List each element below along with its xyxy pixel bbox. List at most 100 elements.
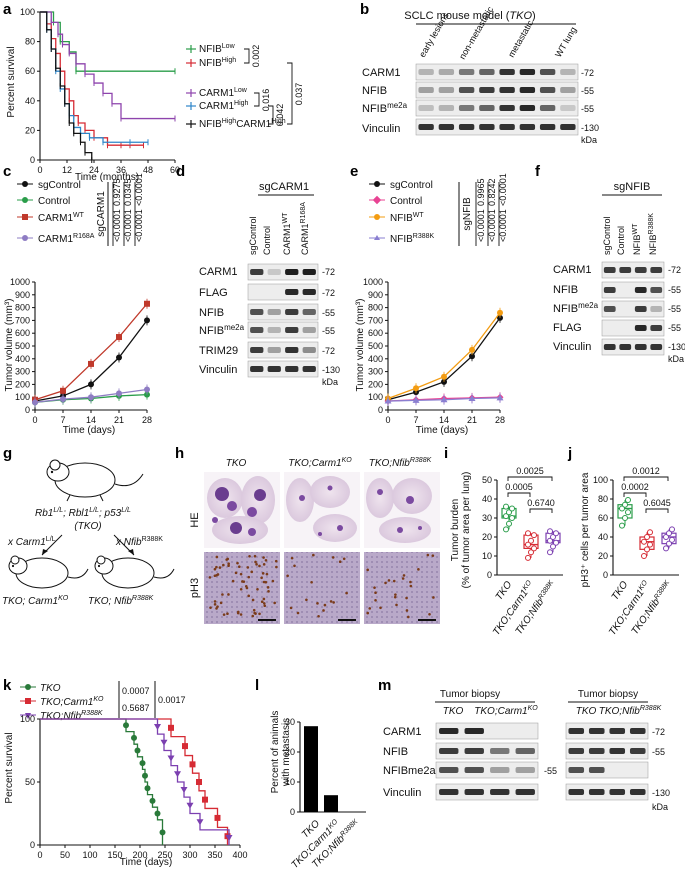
d-band [285,269,299,275]
mouse-icon-carm1ko [8,555,89,589]
k-x-tick-label: 200 [132,850,147,860]
panel-label-b: b [360,1,369,18]
f-kda: kDa [668,354,684,364]
k-x-tick-label: 0 [37,850,42,860]
ph3-positive-cell [323,603,327,607]
k-pvalue-3: 0.0017 [158,695,186,705]
c-pvalue-1: <0.0001 [112,209,122,242]
f-band [603,344,616,350]
m-row-1: CARM1 [383,726,422,738]
g-cross2: x NfibR388K [115,536,163,548]
l-bar-2 [324,795,338,812]
ph3-positive-cell [261,572,265,575]
k-point [134,747,141,754]
b-band [458,124,475,130]
a-legend-5: NFIBHighCARM1High [199,118,286,130]
a-xlabel: Time (months) [75,172,139,183]
ph3-positive-cell [273,601,276,605]
a-legend-2: NFIBHigh [199,57,236,69]
ph3-positive-cell [387,579,391,582]
ph3-positive-cell [219,601,223,605]
c-legend-4: CARM1R168A [38,233,95,245]
m-col-tko-right: TKO [576,706,597,717]
c-point [144,300,150,307]
i-y-tick-label: 10 [482,551,492,561]
b-band [479,87,495,93]
ph3-positive-cell [374,591,377,594]
western-blot-b [415,63,579,136]
m-marker-1: -72 [652,727,665,737]
d-marker-5: -72 [322,346,335,356]
ph3-positive-cell [255,563,258,566]
l-ylabel-2: with metastasis [281,718,292,787]
j-pvalue-3: 0.6045 [643,498,671,508]
k-y-tick-label: 0 [30,840,35,850]
k-x-tick-label: 150 [107,850,122,860]
k-point [123,722,129,729]
c-point [60,387,66,394]
m-header-right: Tumor biopsy [578,689,638,700]
l-bar-1 [304,726,318,812]
k-point [225,834,233,841]
a-x-tick-label: 24 [89,165,99,175]
k-x-tick-label: 250 [157,850,172,860]
d-band [302,327,316,333]
ph3-positive-cell [254,560,257,564]
ph3-positive-cell [366,568,369,572]
f-strip [601,319,665,337]
survival-plot-k: 0 50 100 150 200 250 300 350 400 0 50 100 [20,714,248,860]
ph3-positive-cell [250,570,254,574]
panel-m: m Tumor biopsy Tumor biopsy TKO TKO;Carm… [378,677,670,812]
a-legend: NFIBLow NFIBHigh CARM1Low CARM1High NFIB… [186,43,286,130]
m-right-strip [565,742,649,760]
histology-ph3-nfib [364,552,440,624]
c-point [88,394,94,401]
j-point [666,540,672,547]
f-strip [601,300,665,318]
panel-label-i: i [444,445,448,462]
c-pvalue-2: 0.9275 [112,178,122,206]
j-point [625,509,631,516]
f-band [634,267,647,273]
j-point [622,501,628,508]
e-y-tick-label: 0 [378,405,383,415]
ph3-positive-cell [227,593,230,596]
d-row-5: TRIM29 [199,345,238,357]
f-band [650,306,663,312]
j-point [644,534,650,540]
f-band [634,287,647,293]
m-marker-4: -130 [652,788,670,798]
e-x-tick-label: 7 [413,415,418,425]
ph3-positive-cell [218,566,222,569]
mouse-icon-nfib [94,555,175,589]
b-band [499,124,515,130]
b-col-wt-lung: WT lung [553,25,578,59]
j-point [647,541,653,548]
i-y-tick-label: 20 [482,532,492,542]
e-ylabel: Tumor volume (mm³) [355,299,366,392]
j-y-tick-label: 40 [598,532,608,542]
i-point [547,549,553,556]
b-band [539,105,556,111]
i-point [506,509,512,516]
ph3-positive-cell [260,600,264,603]
d-col-4: CARM1R168A [300,202,310,255]
k-pvalue-2: 0.5687 [122,703,150,713]
a-y-tick-label: 20 [25,125,35,135]
d-group: sgCARM1 [259,181,309,193]
k-point [139,760,146,767]
f-marker-1: -72 [668,265,681,275]
ph3-positive-cell [402,574,406,577]
survival-plot-a: 0 12 24 36 48 60 0 20 40 60 80 100 [20,7,180,175]
ph3-positive-cell [254,612,257,615]
b-band [458,105,475,111]
f-col-3: NFIBWT [632,223,642,255]
d-band [267,347,281,353]
e-y-tick-label: 700 [368,315,383,325]
ph3-positive-cell [222,563,225,567]
m-left-band [490,767,510,773]
ph3-positive-cell [215,555,219,559]
box-plot-j: 0 20 40 60 80 100 [593,475,679,580]
c-pvalue-4: 0.0345 [123,178,133,206]
m-left-band [464,767,484,773]
